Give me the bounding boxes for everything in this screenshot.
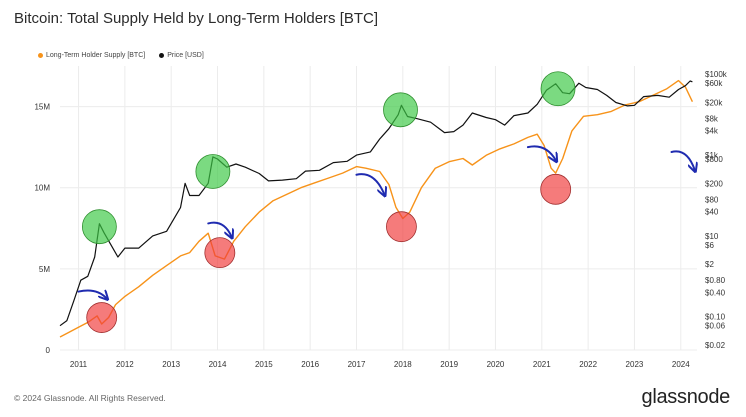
right-axis-tick-label: $0.40: [705, 288, 726, 297]
glassnode-logo: glassnode: [641, 386, 731, 408]
right-axis-tick-label: $1k: [705, 151, 719, 160]
right-axis-tick-label: $20k: [705, 98, 723, 107]
left-axis-tick-label: 15M: [34, 103, 50, 112]
legend-label-price: Price [USD]: [167, 52, 204, 59]
x-tick-label: 2014: [209, 360, 227, 369]
green-highlight-circle: [540, 71, 576, 107]
right-axis-tick-label: $0.10: [705, 313, 726, 322]
green-highlight-circle: [195, 154, 231, 189]
blue-arrow-annotation: [355, 173, 384, 194]
x-tick-label: 2020: [487, 360, 505, 369]
left-axis-tick-label: 10M: [34, 184, 50, 193]
x-tick-label: 2013: [162, 360, 180, 369]
x-tick-label: 2015: [255, 360, 273, 369]
blue-arrow-annotation: [207, 221, 231, 237]
right-axis-tick-label: $100k: [705, 70, 728, 79]
left-axis-tick-label: 5M: [39, 265, 50, 274]
red-highlight-circle: [540, 173, 572, 205]
blue-arrow-annotation: [77, 289, 107, 298]
copyright-text: © 2024 Glassnode. All Rights Reserved.: [14, 393, 166, 403]
green-highlight-circle: [383, 92, 418, 128]
right-axis-tick-label: $10: [705, 232, 719, 241]
right-axis-tick-label: $0.02: [705, 341, 726, 350]
x-tick-label: 2022: [579, 360, 597, 369]
green-highlight-circle: [81, 209, 117, 245]
chart-legend: Long-Term Holder Supply [BTC] Price [USD…: [38, 52, 204, 59]
right-axis-tick-label: $4k: [705, 127, 719, 136]
x-tick-label: 2016: [301, 360, 319, 369]
legend-label-lth-supply: Long-Term Holder Supply [BTC]: [46, 52, 146, 59]
x-tick-label: 2021: [533, 360, 551, 369]
right-axis-tick-label: $200: [705, 179, 723, 188]
x-tick-label: 2018: [394, 360, 412, 369]
series-line-lth-supply: [59, 79, 694, 338]
right-axis-tick-label: $0.80: [705, 276, 726, 285]
x-tick-label: 2019: [440, 360, 458, 369]
x-tick-label: 2024: [672, 360, 690, 369]
right-axis-tick-label: $60k: [705, 79, 723, 88]
x-tick-label: 2012: [116, 360, 134, 369]
right-axis-tick-label: $2: [705, 260, 714, 269]
legend-item-lth-supply: Long-Term Holder Supply [BTC]: [38, 52, 145, 59]
right-axis-tick-label: $6: [705, 241, 714, 250]
x-tick-label: 2011: [70, 360, 88, 369]
series-line-price: [59, 80, 693, 327]
right-axis-tick-label: $8k: [705, 115, 719, 124]
legend-dot-orange: [38, 53, 43, 58]
red-highlight-circle: [204, 237, 236, 269]
chart-title: Bitcoin: Total Supply Held by Long-Term …: [14, 10, 379, 27]
red-highlight-circle: [386, 211, 417, 243]
right-axis-tick-label: $40: [705, 208, 719, 217]
right-axis-tick-label: $0.06: [705, 322, 726, 331]
red-highlight-circle: [86, 302, 118, 333]
left-axis-tick-label: 0: [46, 346, 51, 355]
legend-dot-black: [159, 53, 165, 58]
blue-arrow-annotation: [670, 150, 695, 169]
x-tick-label: 2017: [348, 360, 366, 369]
right-axis-tick-label: $800: [705, 155, 723, 164]
blue-arrow-annotation: [526, 145, 556, 160]
x-tick-label: 2023: [626, 360, 644, 369]
right-axis-tick-label: $80: [705, 195, 719, 204]
legend-item-price: Price [USD]: [159, 52, 204, 59]
